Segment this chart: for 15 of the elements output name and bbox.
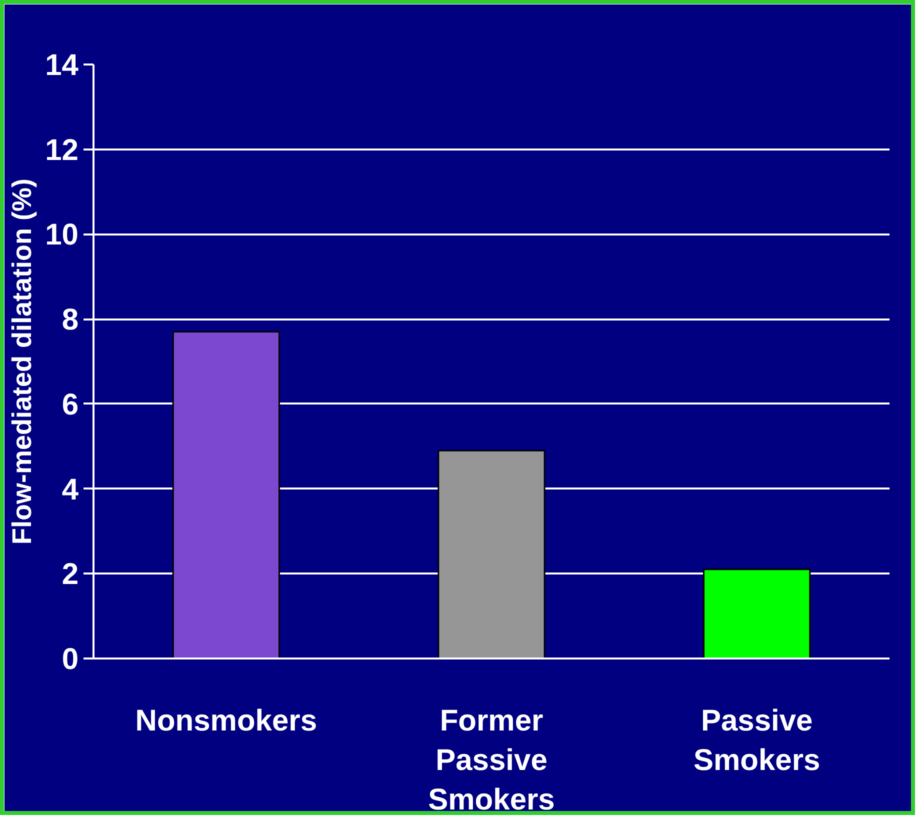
y-axis-title: Flow-mediated dilatation (%) <box>7 178 38 544</box>
y-tick-label: 10 <box>45 218 79 252</box>
y-tick-label: 2 <box>62 558 79 592</box>
y-tick-label: 14 <box>45 49 79 82</box>
y-tick-label: 4 <box>62 473 79 506</box>
x-tick-label: Nonsmokers <box>135 704 318 738</box>
bar <box>438 450 546 658</box>
y-tick-label: 0 <box>62 643 79 676</box>
y-tick-label: 12 <box>45 134 79 167</box>
y-tick-label: 8 <box>62 304 79 337</box>
x-tick-label: Former Passive Smokers <box>428 704 555 817</box>
bar <box>172 331 280 658</box>
bar <box>703 568 811 658</box>
y-tick-label: 6 <box>62 388 79 422</box>
x-tick-label: Passive Smokers <box>693 704 820 778</box>
